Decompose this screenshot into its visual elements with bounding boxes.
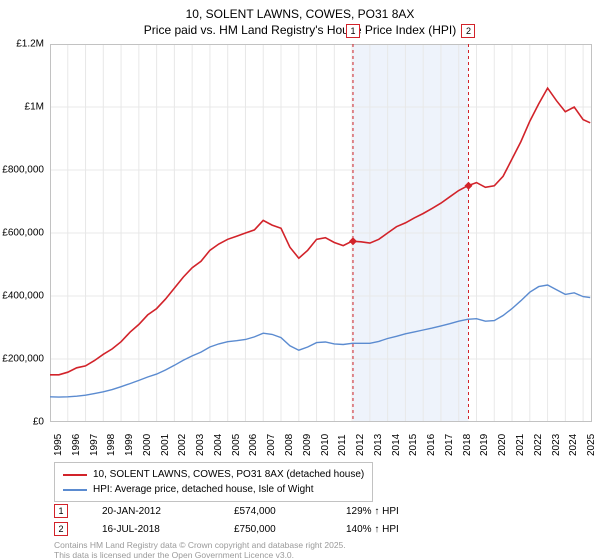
x-tick-label: 2000 <box>142 434 153 456</box>
legend-swatch <box>63 489 87 491</box>
sales-table-row: 1 20-JAN-2012£574,000129% ↑ HPI <box>54 502 466 520</box>
x-tick-label: 2020 <box>497 434 508 456</box>
y-tick-label: £600,000 <box>2 228 44 239</box>
footer-attribution: Contains HM Land Registry data © Crown c… <box>54 540 346 560</box>
x-tick-label: 2010 <box>320 434 331 456</box>
sale-hpi: 140% ↑ HPI <box>346 524 466 535</box>
sale-marker-badge: 2 <box>54 522 68 536</box>
x-tick-label: 2002 <box>177 434 188 456</box>
x-tick-label: 2019 <box>479 434 490 456</box>
legend-label: 10, SOLENT LAWNS, COWES, PO31 8AX (detac… <box>93 467 364 482</box>
y-tick-label: £1M <box>25 102 44 113</box>
y-tick-label: £800,000 <box>2 165 44 176</box>
sale-marker-flag: 2 <box>461 24 475 38</box>
x-tick-label: 2025 <box>586 434 597 456</box>
title-line-1: 10, SOLENT LAWNS, COWES, PO31 8AX <box>0 6 600 22</box>
sales-table: 1 20-JAN-2012£574,000129% ↑ HPI 2 16-JUL-20… <box>54 502 466 538</box>
x-tick-label: 2013 <box>373 434 384 456</box>
x-tick-label: 1999 <box>124 434 135 456</box>
sale-marker-badge: 1 <box>54 504 68 518</box>
x-tick-label: 2022 <box>533 434 544 456</box>
x-tick-label: 2003 <box>195 434 206 456</box>
x-tick-label: 2005 <box>231 434 242 456</box>
legend-item: 10, SOLENT LAWNS, COWES, PO31 8AX (detac… <box>63 467 364 482</box>
sales-table-row: 2 16-JUL-2018£750,000140% ↑ HPI <box>54 520 466 538</box>
sale-date: 20-JAN-2012 <box>102 506 234 517</box>
x-tick-label: 1997 <box>89 434 100 456</box>
x-tick-label: 2001 <box>160 434 171 456</box>
x-tick-label: 2018 <box>462 434 473 456</box>
y-tick-label: £1.2M <box>16 39 44 50</box>
x-tick-label: 2011 <box>337 434 348 456</box>
x-tick-label: 2021 <box>515 434 526 456</box>
chart-plot-area: 12 <box>50 44 592 422</box>
y-axis-labels: £0£200,000£400,000£600,000£800,000£1M£1.… <box>0 44 48 422</box>
legend-box: 10, SOLENT LAWNS, COWES, PO31 8AX (detac… <box>54 462 373 502</box>
sale-hpi: 129% ↑ HPI <box>346 506 466 517</box>
sale-date: 16-JUL-2018 <box>102 524 234 535</box>
y-tick-label: £200,000 <box>2 354 44 365</box>
legend-item: HPI: Average price, detached house, Isle… <box>63 482 364 497</box>
y-tick-label: £400,000 <box>2 291 44 302</box>
x-tick-label: 2017 <box>444 434 455 456</box>
y-tick-label: £0 <box>33 417 44 428</box>
x-tick-label: 2015 <box>408 434 419 456</box>
x-tick-label: 1995 <box>53 434 64 456</box>
title-line-2: Price paid vs. HM Land Registry's House … <box>0 22 600 38</box>
sale-marker-flag: 1 <box>346 24 360 38</box>
x-tick-label: 2008 <box>284 434 295 456</box>
x-tick-label: 2004 <box>213 434 224 456</box>
x-tick-label: 2009 <box>302 434 313 456</box>
sale-price: £574,000 <box>234 506 346 517</box>
x-tick-label: 2024 <box>568 434 579 456</box>
legend-swatch <box>63 474 87 476</box>
x-tick-label: 2006 <box>248 434 259 456</box>
legend-label: HPI: Average price, detached house, Isle… <box>93 482 314 497</box>
title-block: 10, SOLENT LAWNS, COWES, PO31 8AX Price … <box>0 0 600 38</box>
sale-price: £750,000 <box>234 524 346 535</box>
x-axis-labels: 1995 1996 1997 1998 1999 2000 2001 2002 2003 2004… <box>50 424 592 464</box>
x-tick-label: 2016 <box>426 434 437 456</box>
x-tick-label: 1996 <box>71 434 82 456</box>
x-tick-label: 2007 <box>266 434 277 456</box>
chart-container: 10, SOLENT LAWNS, COWES, PO31 8AX Price … <box>0 0 600 560</box>
chart-svg <box>50 44 592 422</box>
x-tick-label: 2014 <box>391 434 402 456</box>
x-tick-label: 1998 <box>106 434 117 456</box>
x-tick-label: 2012 <box>355 434 366 456</box>
x-tick-label: 2023 <box>551 434 562 456</box>
